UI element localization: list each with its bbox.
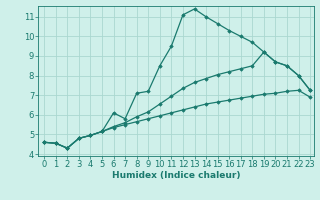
X-axis label: Humidex (Indice chaleur): Humidex (Indice chaleur): [112, 171, 240, 180]
